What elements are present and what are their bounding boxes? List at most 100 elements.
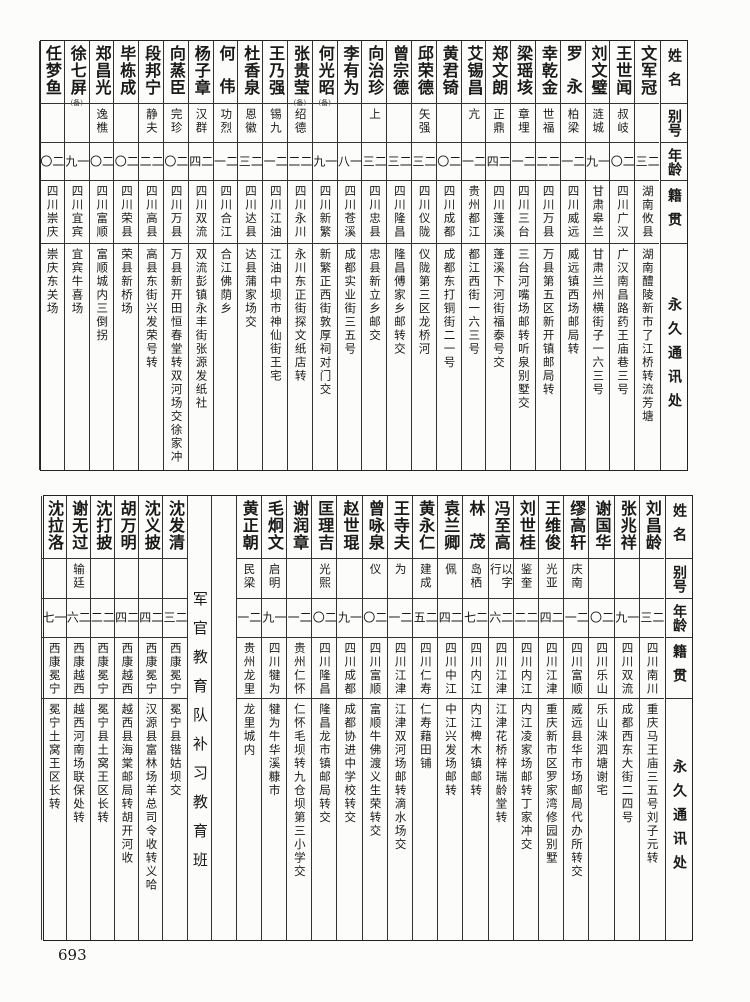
person-name: 黄永仁 (416, 500, 436, 551)
cell-address: 威远县华市场邮局代办所转交 (564, 699, 588, 939)
name-wrap: 林茂 (466, 500, 485, 566)
cell-age: 二二 (89, 599, 116, 638)
name-wrap: 艾锡昌 (464, 45, 483, 96)
person-name: 黄君锜 (439, 45, 459, 96)
cell-age: 一七 (41, 599, 67, 638)
person-address: 宜宾牛喜场 (70, 248, 85, 316)
person-name: 沈拉洛 (45, 500, 64, 551)
person-address: 万县新开田恒春堂转双河场交徐家冲 (169, 248, 184, 464)
cell-origin: 甘肃皋兰 (585, 181, 610, 244)
header-cell-origin: 籍贯 (666, 638, 692, 699)
cell-name: 王世闻 (610, 41, 635, 104)
cell-origin: 贵州仁怀 (287, 638, 312, 699)
name-wrap: 郑昌光 (92, 45, 111, 96)
cell-address: 江油中坝市神仙街王宅 (263, 244, 287, 469)
name-wrap: 缪高轩 (567, 500, 586, 551)
cell-origin: 四川隆昌 (387, 181, 411, 244)
cell-origin: 西康冕宁 (42, 638, 66, 699)
name-wrap: 黄君锜 (439, 45, 459, 96)
person-alias: 以字行 (488, 563, 515, 590)
table-row: 段邦宁 静夫 二二 四川高县 高县东街兴发荣号转 (138, 41, 164, 470)
cell-name: 谢润章 (287, 496, 312, 559)
person-age: 二〇 (162, 155, 189, 170)
person-age: 二二 (512, 611, 539, 626)
person-age: 二一 (460, 155, 487, 170)
header-cell-alias: 别号 (661, 104, 687, 143)
person-name: 王世闻 (613, 45, 633, 96)
header-label-age: 年龄 (671, 604, 687, 632)
cell-origin: 四川双流 (614, 638, 639, 699)
person-address: 成都协进中学校转交 (343, 703, 358, 825)
table-row: 沈义披 二四 西康冕宁 汉源县富林场羊总司令收转义哈 (137, 496, 164, 940)
person-age: 二二 (89, 611, 116, 626)
cell-name: 毛炯文 (261, 496, 286, 559)
person-address: 达县蒲家场交 (244, 248, 259, 329)
table-row: 张兆祥 一九 四川双流 成都西东大街二四号 (613, 496, 640, 940)
table-row: 王维俊 光亚 二四 四川江津 重庆新市区罗家湾修园别墅 (538, 496, 564, 940)
cell-address: 成都东打铜街二一号 (437, 244, 461, 469)
person-address: 忠县新立乡邮交 (368, 248, 383, 343)
cell-alias (337, 559, 362, 599)
cell-origin: 四川高县 (139, 181, 163, 244)
person-age: 二四 (187, 155, 214, 170)
cell-origin: 四川江津 (488, 638, 513, 699)
table-row: 任梦鱼 二〇 四川崇庆 崇庆东关场 (39, 41, 65, 470)
table-row: 徐七屏 (备) 一九 四川宜宾 宜宾牛喜场 (64, 41, 90, 470)
cell-address: 湖南醴陵新市了江桥转流芳塘 (635, 244, 659, 469)
header-cell-address: 永久通讯处 (666, 699, 692, 939)
cell-address: 仁寿藉田铺 (413, 699, 437, 939)
cell-name: 梁瑶垓 (511, 41, 535, 104)
cell-origin: 四川富顺 (362, 638, 387, 699)
table-row: 杨子章 汉群 二四 四川双流 双流彭镇永丰街张源发纸社 (187, 41, 214, 470)
person-origin: 四川富顺 (368, 642, 383, 696)
name-wrap: 郑文朗 (489, 45, 508, 96)
person-address: 蓬溪下河街福泰号交 (492, 248, 507, 370)
cell-name: 张贵莹 (备) (288, 41, 312, 107)
person-address: 荣县新桥场 (120, 248, 135, 316)
cell-address: 高县东街兴发荣号转 (139, 244, 163, 469)
person-origin: 西康冕宁 (47, 642, 62, 696)
person-origin: 四川永川 (293, 185, 308, 239)
cell-age: 二六 (65, 599, 91, 638)
table-row: 胡万明 二四 西康越西 越西县海棠邮局转胡开河收 (114, 496, 140, 940)
cell-age: 二〇 (162, 143, 189, 181)
person-origin: 西康冕宁 (168, 642, 183, 696)
table-row: 向蒸臣 完珍 二〇 四川万县 万县新开田恒春堂转双河场交徐家冲 (162, 41, 189, 470)
person-age: 二四 (137, 611, 164, 626)
cell-origin: 四川仁寿 (413, 638, 438, 699)
table-row: 郑文朗 正鼎 二四 四川蓬溪 蓬溪下河街福泰号交 (485, 41, 511, 470)
person-name: 毛炯文 (264, 500, 284, 551)
person-origin: 四川南川 (645, 642, 660, 696)
cell-alias: 为 (387, 559, 412, 599)
cell-address: 江津双河场邮转滴水场交 (388, 699, 412, 939)
cell-name: 郑文朗 (486, 41, 511, 104)
cell-name: 沈发清 (163, 496, 187, 559)
cell-name: 张兆祥 (614, 496, 639, 559)
cell-name: 沈拉洛 (42, 496, 66, 559)
cell-name: 艾锡昌 (461, 41, 486, 104)
person-address: 三台河嘴场邮转听泉别墅交 (516, 248, 531, 410)
cell-origin: 湖南攸县 (635, 181, 659, 244)
cell-age: 二三 (386, 143, 412, 181)
cell-origin: 四川蓬溪 (486, 181, 511, 244)
name-wrap: 黄正朝 (240, 500, 259, 551)
name-wrap: 杜香泉 (241, 45, 260, 96)
table-row: 李有为 一八 四川苍溪 成都实业街三五号 (337, 41, 363, 470)
cell-alias: 输廷 (66, 559, 90, 599)
table-row: 缪高轩 庆南 二一 四川富顺 威远县华市场邮局代办所转交 (563, 496, 589, 940)
person-age: 一九 (613, 611, 640, 626)
table-row: 黄正朝 民梁 二一 贵州龙里 龙里城内 (235, 496, 262, 940)
person-alias: 汉群 (194, 108, 209, 135)
cell-age: 二一 (262, 143, 288, 181)
name-wrap: 邱荣德 (415, 45, 434, 96)
person-alias: 完珍 (169, 108, 184, 135)
cell-name: 杨子章 (188, 41, 213, 104)
cell-address: 万县第五区新开镇邮局转 (536, 244, 560, 469)
cell-age: 二三 (237, 143, 263, 181)
cell-alias (287, 559, 312, 599)
person-address: 越西河南场联保处转 (71, 703, 86, 825)
cell-alias: 矢强 (412, 104, 436, 143)
person-alias: 矢强 (417, 108, 432, 135)
person-origin: 四川乐山 (595, 642, 610, 696)
name-wrap: 刘世桂 (517, 500, 536, 551)
